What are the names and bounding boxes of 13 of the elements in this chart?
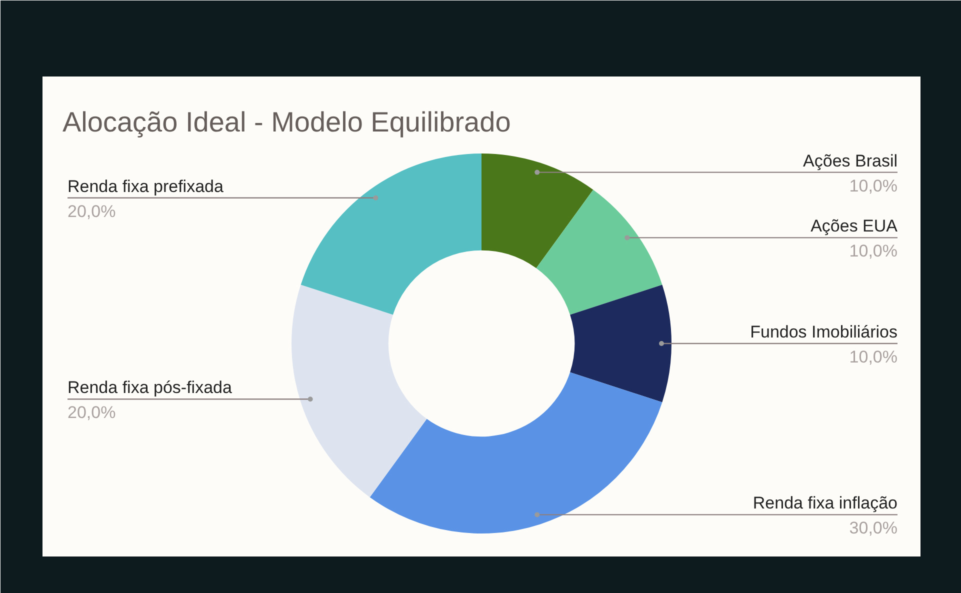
- chart-title: Alocação Ideal - Modelo Equilibrado: [62, 106, 511, 138]
- data-label: 10,0%: [849, 176, 898, 196]
- data-label: 20,0%: [68, 202, 116, 221]
- data-label: 30,0%: [849, 518, 898, 538]
- slice-label: Ações Brasil: [803, 151, 898, 170]
- data-label: 10,0%: [849, 348, 898, 366]
- data-label: 20,0%: [68, 403, 116, 422]
- slice-label: Ações EUA: [810, 216, 898, 236]
- slice-label: Renda fixa pós-fixada: [68, 378, 232, 398]
- slice-label: Renda fixa prefixada: [68, 176, 224, 196]
- data-label: 10,0%: [849, 242, 898, 261]
- slice-label: Renda fixa inflação: [752, 494, 898, 513]
- slice-label: Fundos Imobiliários: [750, 322, 898, 342]
